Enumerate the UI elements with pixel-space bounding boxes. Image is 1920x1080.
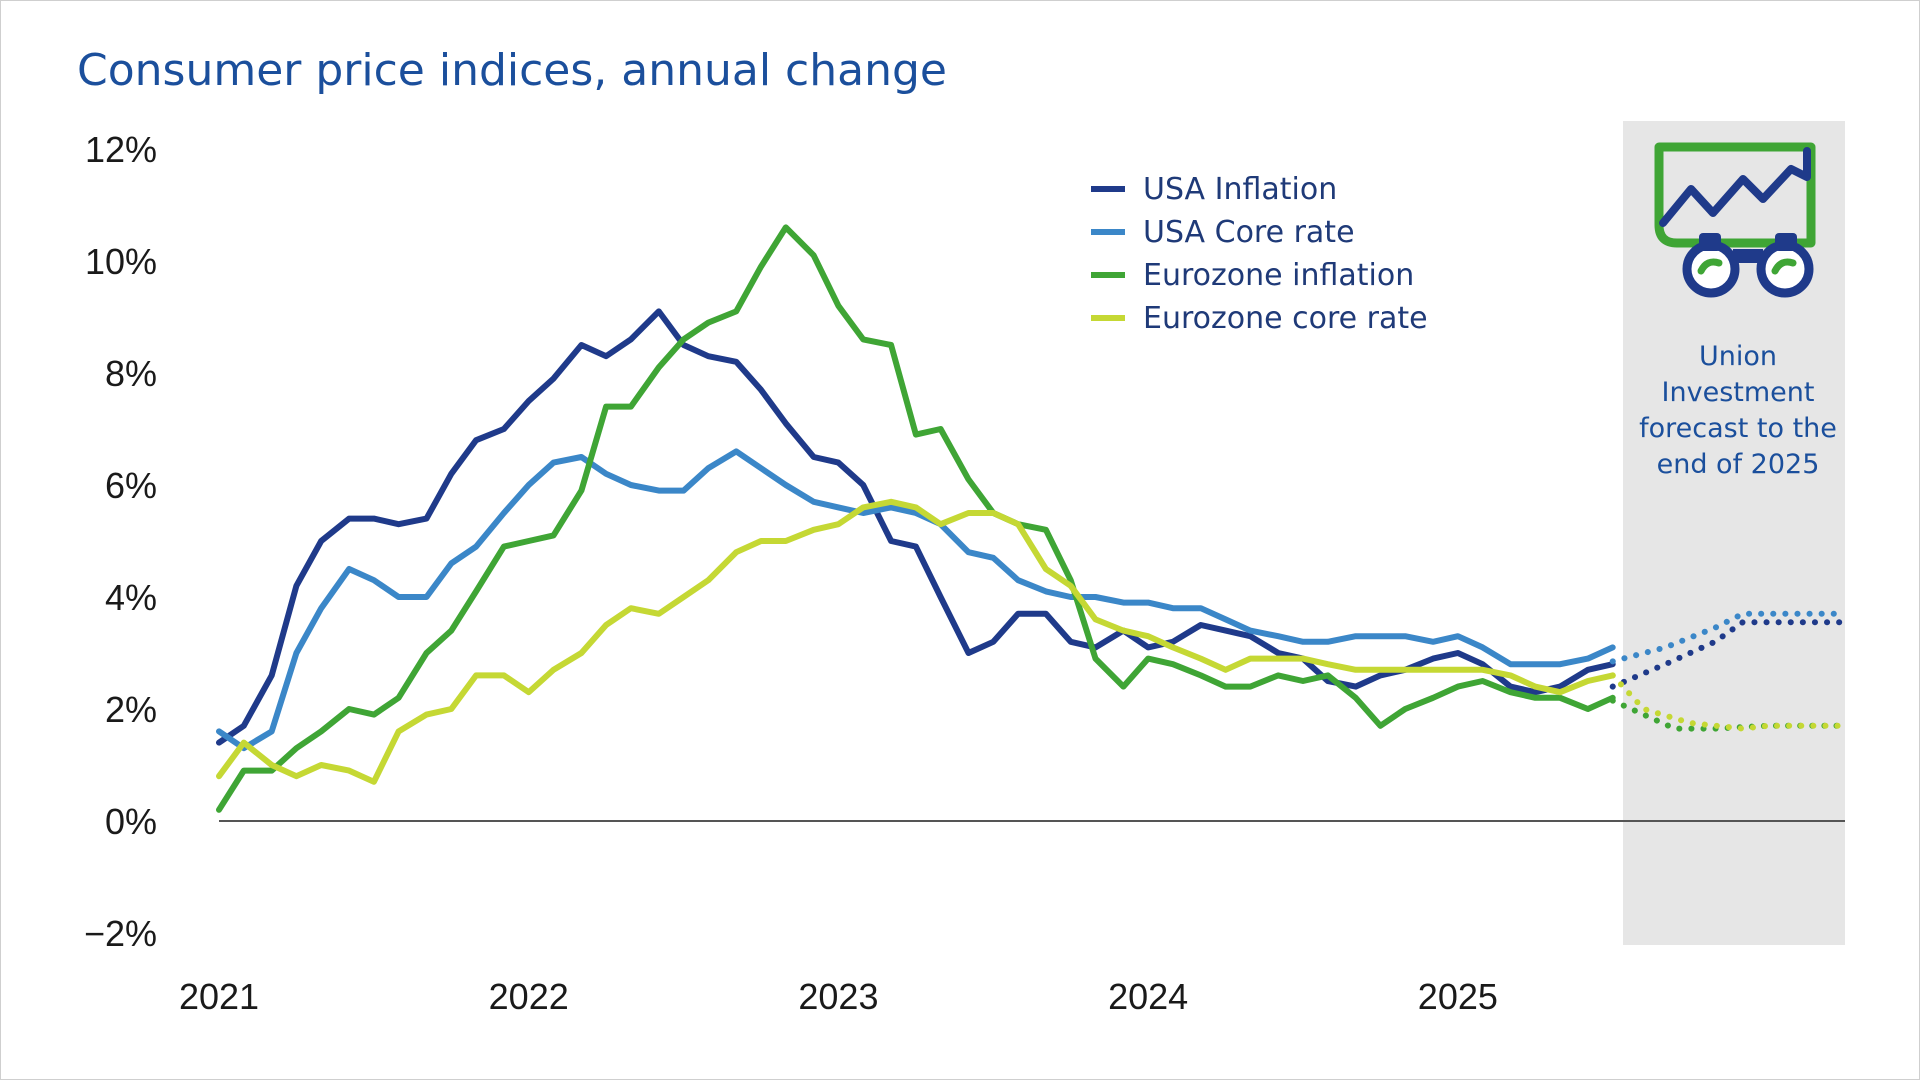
x-tick-label: 2025 bbox=[1418, 976, 1498, 1017]
y-tick-label: 10% bbox=[85, 241, 157, 282]
binoculars-chart-icon bbox=[1654, 142, 1816, 298]
series-layer bbox=[216, 224, 1848, 813]
forecast-label-line: Investment bbox=[1662, 377, 1815, 408]
series-line-usa-core-rate bbox=[216, 448, 1616, 752]
y-tick-label: 8% bbox=[105, 353, 157, 394]
y-tick-label: 12% bbox=[85, 129, 157, 170]
series-line-usa-inflation bbox=[216, 308, 1616, 746]
y-tick-label: 6% bbox=[105, 465, 157, 506]
forecast-label-line: end of 2025 bbox=[1657, 449, 1820, 480]
legend-label: Eurozone core rate bbox=[1143, 301, 1428, 336]
forecast-label-line: forecast to the bbox=[1639, 413, 1837, 444]
forecast-line-usa-inflation bbox=[1609, 619, 1848, 690]
y-tick-label: 0% bbox=[105, 801, 157, 842]
x-tick-label: 2023 bbox=[798, 976, 878, 1017]
legend-label: USA Core rate bbox=[1143, 215, 1355, 250]
x-tick-label: 2024 bbox=[1108, 976, 1188, 1017]
x-axis: 2021 2022 2023 2024 2025 bbox=[179, 976, 1498, 1017]
forecast-label: Union Investment forecast to the end of … bbox=[1639, 341, 1837, 480]
chart-title: Consumer price indices, annual change bbox=[77, 45, 947, 96]
forecast-line-usa-core-rate bbox=[1609, 610, 1848, 665]
y-tick-label: −2% bbox=[84, 913, 157, 954]
series-line-eurozone-inflation bbox=[216, 224, 1616, 813]
y-tick-label: 4% bbox=[105, 577, 157, 618]
legend-label: USA Inflation bbox=[1143, 172, 1337, 207]
x-tick-label: 2022 bbox=[489, 976, 569, 1017]
y-tick-label: 2% bbox=[105, 689, 157, 730]
x-tick-label: 2021 bbox=[179, 976, 259, 1017]
y-axis: −2% 0% 2% 4% 6% 8% 10% 12% bbox=[84, 129, 157, 954]
forecast-label-line: Union bbox=[1699, 341, 1777, 372]
forecast-line-eurozone-core-rate bbox=[1609, 672, 1848, 732]
legend-label: Eurozone inflation bbox=[1143, 258, 1414, 293]
legend: USA Inflation USA Core rate Eurozone infla… bbox=[1091, 172, 1428, 336]
series-line-eurozone-core-rate bbox=[216, 498, 1616, 785]
